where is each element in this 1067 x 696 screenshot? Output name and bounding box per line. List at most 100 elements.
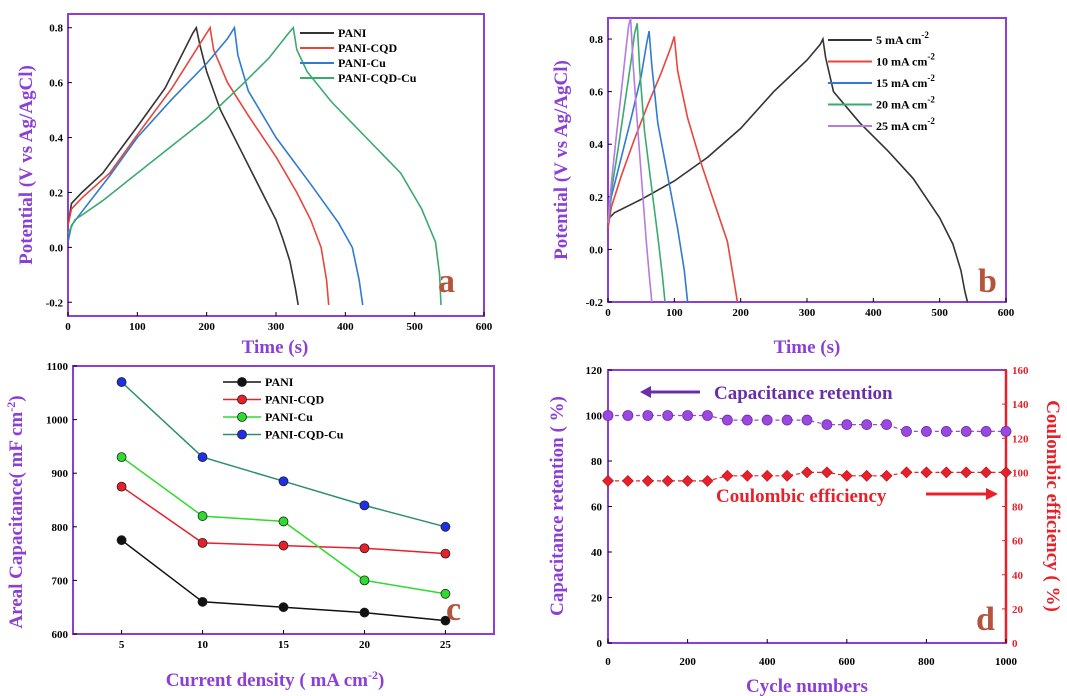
legend-label-sup: -2 — [927, 116, 935, 126]
panel-d-right-y-ticks: 0 20 40 60 80 100 120 140 160 — [1002, 365, 1029, 650]
legend-label-base: 15 mA cm — [876, 76, 927, 90]
data-point-c-2 — [197, 511, 208, 521]
x-tick-label: 600 — [476, 321, 493, 333]
capacitance-retention-point — [881, 419, 892, 431]
coulombic-efficiency-point — [860, 469, 873, 482]
legend-label: PANI-CQD — [265, 393, 324, 407]
capacitance-retention-point — [781, 414, 793, 426]
coulombic-efficiency-point — [900, 466, 913, 479]
x-tick-label: 10 — [197, 639, 209, 651]
y-tick-label: 0.4 — [589, 139, 603, 151]
series-line-a-1 — [67, 25, 330, 306]
y-tick-label: 100 — [586, 411, 603, 423]
panel-c-letter: c — [446, 591, 461, 628]
data-point-c-1 — [440, 548, 451, 559]
data-point-c-1 — [359, 543, 370, 554]
y-tick-label: 0.6 — [589, 87, 603, 99]
data-point-c-2 — [440, 588, 451, 599]
legend-label: 25 mA cm-2 — [876, 116, 935, 133]
coulombic-efficiency-point — [681, 474, 694, 487]
capacitance-retention-annotation: Capacitance retention — [714, 383, 893, 404]
capacitance-retention-point — [821, 419, 833, 431]
y-tick-label: 800 — [52, 522, 69, 534]
x-tick-label: 100 — [666, 307, 683, 319]
legend-label-sup: -2 — [927, 73, 935, 83]
capacitance-retention-point — [602, 410, 614, 421]
series-line-b-2 — [607, 30, 689, 303]
capacitance-retention-point — [901, 426, 912, 437]
coulombic-efficiency-point — [641, 474, 654, 487]
x-tick-label: 25 — [440, 639, 452, 651]
legend-label-base: 10 mA cm — [876, 55, 927, 69]
panel-c-legend: PANI PANI-CQD PANI-Cu PANI-CQD-Cu — [223, 375, 344, 442]
x-tick-label: 400 — [865, 307, 882, 319]
x-tick-label: 5 — [119, 639, 125, 651]
x-tick-label: 100 — [129, 321, 146, 333]
y-tick-label: 20 — [591, 593, 603, 605]
coulombic-efficiency-point — [602, 474, 614, 487]
capacitance-retention-point — [622, 410, 634, 421]
coulombic-efficiency-point — [880, 469, 893, 482]
y-tick-label: 600 — [52, 629, 69, 641]
panel-d-series — [602, 410, 1012, 487]
y-tick-label: 700 — [52, 575, 69, 587]
right-y-tick-label: 60 — [1012, 536, 1024, 548]
x-tick-label: 600 — [998, 307, 1015, 319]
data-point-c-2 — [116, 452, 127, 463]
panel-c-x-ticks: 5 10 15 20 25 — [119, 630, 452, 651]
panel-d-left-y-label: Capacitance retention ( %) — [547, 396, 568, 616]
right-y-tick-label: 0 — [1012, 638, 1018, 650]
x-tick-label: 400 — [759, 656, 776, 668]
data-point-c-3 — [197, 452, 208, 463]
x-tick-label: 300 — [799, 307, 816, 319]
panel-c-x-label: Current density ( mA cm-2) — [166, 668, 385, 691]
capacitance-retention-point — [741, 414, 753, 426]
legend-label-base: 5 mA cm — [876, 33, 921, 47]
panel-d-left-y-ticks: 0 20 40 60 80 100 120 — [586, 365, 612, 650]
y-tick-label: 0.6 — [49, 78, 63, 90]
coulombic-efficiency-point — [820, 466, 833, 479]
data-point-c-0 — [278, 602, 289, 613]
y-tick-label: 0.0 — [589, 244, 603, 256]
legend-label-base: 25 mA cm — [876, 119, 927, 133]
legend-label: PANI — [265, 375, 294, 389]
right-y-tick-label: 40 — [1012, 570, 1024, 582]
data-point-c-0 — [440, 615, 451, 626]
coulombic-efficiency-point — [1000, 466, 1012, 479]
coulombic-efficiency-point — [721, 469, 734, 482]
right-y-tick-label: 20 — [1012, 604, 1024, 616]
capacitance-retention-point — [682, 410, 693, 421]
data-point-c-1 — [116, 481, 127, 492]
legend-label-sup: -2 — [927, 95, 935, 105]
x-tick-label: 500 — [406, 321, 423, 333]
panel-c-y-label: Areal Capacitance( mF cm-2) — [4, 395, 27, 628]
panel-d-x-ticks: 0 200 400 600 800 1000 — [605, 639, 1018, 668]
data-point-c-3 — [359, 500, 370, 511]
coulombic-efficiency-point — [940, 466, 953, 479]
capacitance-retention-point — [662, 410, 674, 421]
legend-marker — [237, 377, 247, 387]
series-line-b-4 — [607, 17, 653, 303]
series-line-a-2 — [67, 25, 364, 306]
x-tick-label: 200 — [198, 321, 215, 333]
panel-a-letter: a — [438, 263, 455, 300]
legend-label: PANI — [338, 26, 367, 40]
data-point-c-3 — [278, 476, 289, 487]
panel-b-letter: b — [978, 263, 997, 300]
legend-label: PANI-CQD-Cu — [338, 71, 417, 85]
x-tick-label: 600 — [839, 656, 856, 668]
data-point-c-0 — [359, 607, 370, 618]
panel-a-x-ticks: 0 100 200 300 400 500 600 — [65, 312, 493, 333]
y-tick-label: 0.2 — [589, 192, 603, 204]
y-tick-label: -0.2 — [586, 297, 604, 309]
panel-a-x-label: Time (s) — [242, 337, 309, 358]
legend-label: PANI-CQD-Cu — [265, 428, 344, 442]
panel-c-series — [116, 377, 451, 626]
right-y-tick-label: 100 — [1012, 467, 1029, 479]
capacitance-retention-point — [642, 410, 654, 421]
capacitance-retention-point — [921, 426, 932, 437]
legend-label-sup: -2 — [921, 30, 929, 40]
capacitance-retention-point — [761, 414, 773, 426]
legend-label: 5 mA cm-2 — [876, 30, 929, 47]
y-tick-label: -0.2 — [46, 297, 64, 309]
